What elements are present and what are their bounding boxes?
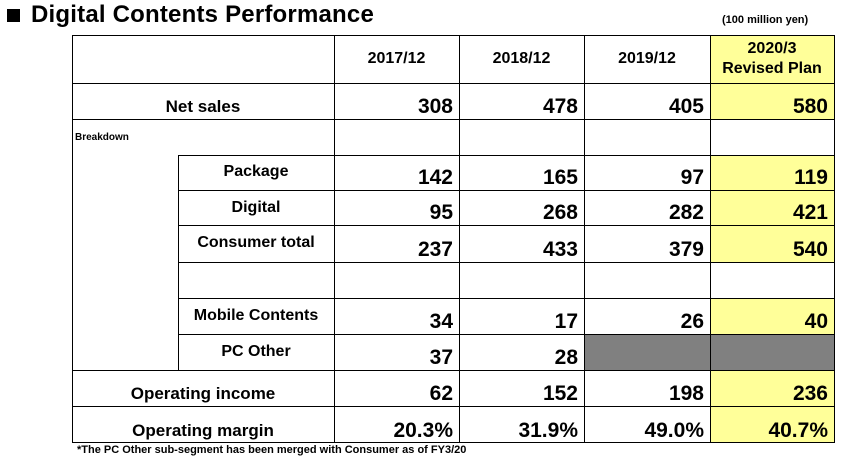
- grid-line: [72, 406, 835, 407]
- page-title: Digital Contents Performance: [7, 0, 374, 30]
- consumer-total-plan: 540: [792, 238, 828, 261]
- operating-margin-2018: 31.9%: [518, 419, 578, 442]
- pc-other-2017: 37: [429, 346, 453, 369]
- grid-line: [72, 35, 73, 443]
- plan-header-line1: 2020/3: [747, 40, 797, 57]
- grid-line: [72, 83, 835, 84]
- col-header-2018: 2018/12: [492, 50, 551, 67]
- col-header-2017: 2017/12: [367, 50, 426, 67]
- grid-line: [72, 119, 835, 120]
- net-sales-2019: 405: [668, 95, 704, 118]
- row-label-net-sales: Net sales: [165, 97, 241, 116]
- mobile-contents-2018: 17: [554, 310, 578, 333]
- plan-header-cell: [710, 35, 834, 83]
- plan-opmargin-cell: [710, 406, 834, 443]
- row-label-operating-income: Operating income: [130, 384, 276, 403]
- plan-net-sales-cell: [710, 83, 834, 119]
- consumer-total-2017: 237: [417, 238, 453, 261]
- digital-2018: 268: [542, 201, 578, 224]
- grid-line: [459, 35, 460, 443]
- plan-consumer-cell: [710, 225, 834, 262]
- digital-plan: 421: [792, 201, 828, 224]
- grid-line: [834, 35, 835, 443]
- operating-margin-2019: 49.0%: [644, 419, 704, 442]
- package-plan: 119: [794, 166, 828, 189]
- grid-line: [72, 35, 835, 36]
- net-sales-plan: 580: [792, 95, 828, 118]
- row-label-operating-margin: Operating margin: [132, 421, 274, 440]
- grid-line: [178, 262, 835, 263]
- consumer-total-2018: 433: [542, 238, 578, 261]
- plan-digital-cell: [710, 190, 834, 225]
- operating-income-2017: 62: [429, 382, 453, 405]
- package-2019: 97: [680, 166, 704, 189]
- row-label-consumer-total: Consumer total: [197, 234, 315, 251]
- grid-line: [178, 298, 835, 299]
- pc-other-plan-merged-cell: [710, 334, 834, 370]
- operating-margin-plan: 40.7%: [768, 419, 828, 442]
- digital-2019: 282: [668, 201, 704, 224]
- grid-line: [710, 35, 711, 443]
- breakdown-label: Breakdown: [75, 132, 129, 143]
- pc-other-2019-merged-cell: [584, 334, 710, 370]
- row-label-package: Package: [223, 163, 289, 180]
- grid-line: [178, 334, 835, 335]
- col-header-plan: 2020/3 Revised Plan: [710, 35, 834, 83]
- grid-line: [178, 155, 835, 156]
- net-sales-2018: 478: [542, 95, 578, 118]
- grid-line: [584, 35, 585, 443]
- digital-2017: 95: [429, 201, 453, 224]
- grid-line: [334, 35, 335, 443]
- grid-line: [178, 190, 835, 191]
- operating-income-plan: 236: [792, 382, 828, 405]
- operating-margin-2017: 20.3%: [393, 419, 453, 442]
- package-2018: 165: [542, 166, 578, 189]
- plan-package-cell: [710, 155, 834, 190]
- unit-note: (100 million yen): [722, 14, 809, 26]
- consumer-total-2019: 379: [668, 238, 704, 261]
- operating-income-2019: 198: [668, 382, 704, 405]
- footnote: *The PC Other sub-segment has been merge…: [77, 444, 467, 456]
- mobile-contents-plan: 40: [804, 310, 828, 333]
- grid-line: [72, 442, 835, 443]
- grid-line: [178, 225, 835, 226]
- pc-other-2018: 28: [554, 346, 578, 369]
- net-sales-2017: 308: [417, 95, 453, 118]
- mobile-contents-2019: 26: [680, 310, 704, 333]
- operating-income-2018: 152: [542, 382, 578, 405]
- row-label-digital: Digital: [231, 199, 281, 216]
- row-label-pc-other: PC Other: [221, 343, 291, 360]
- col-header-2019: 2019/12: [618, 50, 676, 67]
- grid-line: [178, 155, 179, 370]
- row-label-mobile-contents: Mobile Contents: [193, 307, 319, 324]
- plan-header-line2: Revised Plan: [722, 60, 822, 77]
- mobile-contents-2017: 34: [429, 310, 453, 333]
- plan-mobile-cell: [710, 298, 834, 334]
- title-bullet-icon: [7, 8, 20, 22]
- package-2017: 142: [417, 166, 453, 189]
- title-text: Digital Contents Performance: [31, 1, 374, 28]
- plan-opinc-cell: [710, 370, 834, 406]
- grid-line: [72, 370, 835, 371]
